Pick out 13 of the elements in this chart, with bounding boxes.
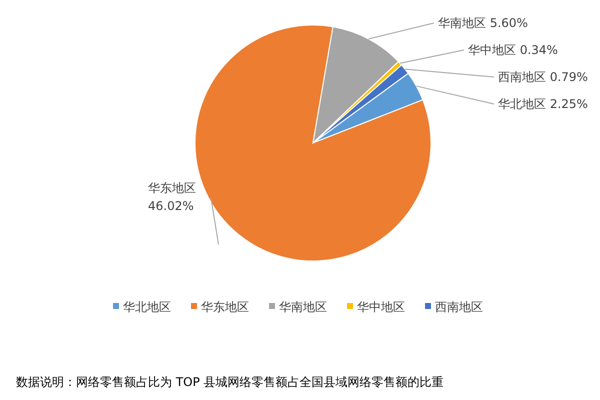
category-label: 华中地区 0.34%: [468, 43, 558, 57]
legend-label: 华北地区: [123, 300, 171, 314]
category-label: 华北地区 2.25%: [498, 97, 588, 111]
legend-label: 华南地区: [279, 300, 327, 314]
category-label: 西南地区 0.79%: [498, 70, 588, 84]
legend-label: 西南地区: [435, 300, 483, 314]
pie-slice: [194, 24, 432, 262]
category-label: 华南地区 5.60%: [438, 16, 528, 30]
legend-label: 华东地区: [201, 300, 249, 314]
data-label: 46.02%: [148, 199, 194, 213]
text: 数据说明：网络零售额占比为 TOP 县城网络零售额占全国县域网络零售额的比重: [16, 375, 444, 389]
legend-label: 华中地区: [357, 300, 405, 314]
slice-label: 华东地区: [148, 181, 196, 195]
